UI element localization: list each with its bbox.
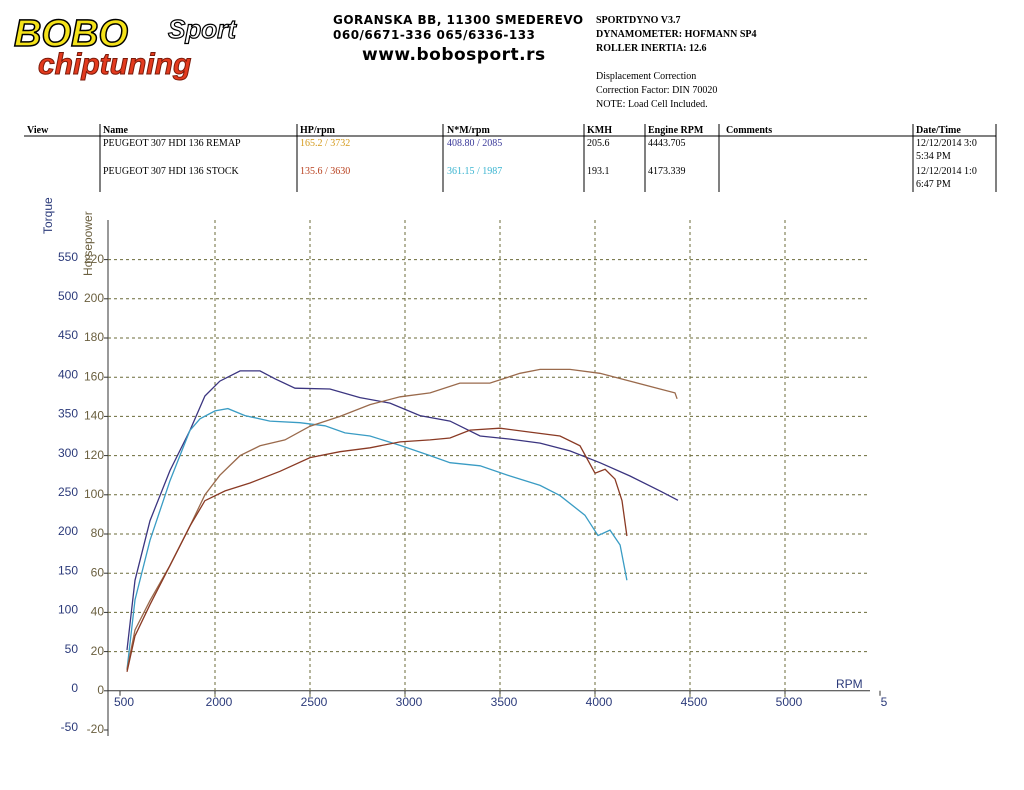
y-axis-title: Torque [41, 197, 55, 234]
y-tick-label: 500 [58, 289, 78, 303]
correction-info: NOTE: Load Cell Included. [596, 99, 708, 110]
y-tick-label: 50 [65, 642, 79, 656]
y2-tick-label: 100 [84, 487, 104, 501]
column-header: Engine RPM [648, 125, 704, 136]
column-header: HP/rpm [300, 125, 336, 136]
x-tick-label: 3500 [491, 695, 518, 709]
y-tick-label: 400 [58, 367, 78, 381]
table-cell: 6:47 PM [916, 179, 951, 190]
x-tick-label: 4500 [681, 695, 708, 709]
y2-tick-label: 80 [91, 526, 105, 540]
y-tick-label: 550 [58, 250, 78, 264]
y2-tick-label: 40 [91, 605, 105, 619]
column-header: Date/Time [916, 125, 961, 136]
table-cell: 4173.339 [648, 166, 686, 177]
y2-tick-label: 160 [84, 369, 104, 383]
correction-info: Correction Factor: DIN 70020 [596, 85, 717, 96]
column-header: View [27, 125, 49, 136]
column-header: Comments [726, 125, 772, 136]
dyno-info: SPORTDYNO V3.7 [596, 15, 680, 26]
column-header: N*M/rpm [447, 125, 490, 136]
y-tick-label: 200 [58, 524, 78, 538]
y-tick-label: -50 [61, 720, 79, 734]
table-cell: 135.6 / 3630 [300, 166, 350, 177]
table-cell: 5:34 PM [916, 151, 951, 162]
y2-tick-label: 140 [84, 409, 104, 423]
table-cell: 4443.705 [648, 138, 686, 149]
x-tick-label: 5 [881, 695, 888, 709]
table-cell: 408.80 / 2085 [447, 138, 502, 149]
correction-info: Displacement Correction [596, 71, 696, 82]
table-cell: 165.2 / 3732 [300, 138, 350, 149]
logo-main: BOBO [14, 13, 128, 55]
y2-tick-label: 20 [91, 644, 105, 658]
y2-tick-label: 220 [84, 252, 104, 266]
column-header: KMH [587, 125, 612, 136]
table-cell: 193.1 [587, 166, 610, 177]
x-tick-label: 3000 [396, 695, 423, 709]
phones: 060/6671-336 065/6336-133 [333, 28, 535, 42]
table-dividers [99, 124, 997, 192]
table-cell: PEUGEOT 307 HDI 136 REMAP [103, 138, 241, 149]
logo-chiptuning: chiptuning [38, 48, 191, 81]
y-tick-label: 350 [58, 407, 78, 421]
y2-tick-label: 120 [84, 448, 104, 462]
x-tick-label: 5000 [776, 695, 803, 709]
table-cell: 205.6 [587, 138, 610, 149]
y2-tick-label: 60 [91, 565, 105, 579]
y-tick-label: 300 [58, 446, 78, 460]
series-line [126, 427, 628, 672]
table-cell: 12/12/2014 3:0 [916, 138, 977, 149]
table-cell: 361.15 / 1987 [447, 166, 502, 177]
x-tick-label: 500 [114, 695, 134, 709]
logo-sport: Sport [168, 14, 237, 44]
y2-tick-label: -20 [87, 722, 105, 736]
x-tick-label: 2000 [206, 695, 233, 709]
y2-tick-label: 180 [84, 330, 104, 344]
y-tick-label: 150 [58, 563, 78, 577]
website: www.bobosport.rs [362, 45, 546, 65]
y-tick-label: 0 [71, 681, 78, 695]
x-tick-label: 4000 [586, 695, 613, 709]
column-header: Name [103, 125, 129, 136]
y-tick-label: 100 [58, 603, 78, 617]
x-axis-title: RPM [836, 677, 863, 691]
dyno-info: DYNAMOMETER: HOFMANN SP4 [596, 29, 757, 40]
x-tick-label: 2500 [301, 695, 328, 709]
series-line [126, 407, 628, 670]
y-tick-label: 450 [58, 328, 78, 342]
address: GORANSKA BB, 11300 SMEDEREVO [333, 13, 584, 27]
table-cell: 12/12/2014 1:0 [916, 166, 977, 177]
dyno-info: ROLLER INERTIA: 12.6 [596, 43, 707, 54]
y2-tick-label: 200 [84, 291, 104, 305]
y-tick-label: 250 [58, 485, 78, 499]
table-cell: PEUGEOT 307 HDI 136 STOCK [103, 166, 240, 177]
y2-tick-label: 0 [97, 683, 104, 697]
y2-axis-title: Horsepower [81, 211, 95, 276]
